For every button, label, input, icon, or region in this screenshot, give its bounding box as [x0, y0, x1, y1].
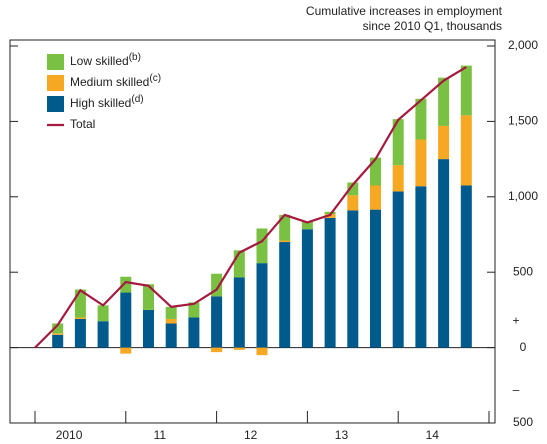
- x-tick-label: 12: [244, 428, 258, 442]
- legend-swatch: [47, 96, 64, 112]
- bar: [233, 250, 245, 278]
- bar: [120, 276, 132, 293]
- bar: [370, 209, 381, 348]
- bar: [347, 195, 359, 211]
- legend-name: Medium skilled: [70, 75, 149, 89]
- legend-note: (c): [149, 73, 161, 84]
- bar: [165, 323, 177, 348]
- bar: [143, 309, 154, 348]
- x-tick-label: 14: [426, 428, 440, 442]
- bar: [211, 347, 223, 353]
- bar: [279, 214, 291, 241]
- bar: [165, 318, 177, 324]
- legend-name: High skilled: [70, 96, 131, 110]
- bar: [97, 305, 109, 322]
- bar: [415, 186, 427, 348]
- legend-swatch: [47, 75, 64, 91]
- bar: [392, 165, 404, 192]
- x-tick-label: 13: [335, 428, 349, 442]
- legend-note: (d): [131, 94, 143, 105]
- x-tick-label: 11: [154, 428, 167, 442]
- bar: [370, 185, 381, 210]
- bar: [233, 347, 245, 350]
- bar: [74, 318, 86, 348]
- sign-label: –: [513, 382, 520, 396]
- bar: [347, 210, 359, 348]
- bar: [324, 217, 336, 348]
- bar: [392, 119, 404, 166]
- bar: [256, 263, 268, 348]
- bar: [438, 77, 450, 126]
- legend-name: Low skilled: [70, 54, 129, 68]
- bar: [438, 125, 450, 160]
- x-tick-label: 2010: [56, 428, 83, 442]
- bar: [279, 242, 291, 348]
- bar: [233, 277, 245, 348]
- legend-note: (b): [129, 52, 141, 63]
- bar: [97, 321, 109, 348]
- bar: [415, 139, 427, 187]
- bar: [301, 229, 313, 348]
- y-tick-label: 1,500: [508, 114, 538, 128]
- legend-name: Total: [70, 117, 95, 131]
- legend-label: Total: [70, 117, 95, 131]
- bar: [460, 185, 472, 348]
- bar: [143, 284, 154, 310]
- bar: [460, 115, 472, 186]
- bar: [301, 221, 313, 230]
- bar: [120, 292, 132, 348]
- y-tick-label: 2,000: [508, 38, 538, 52]
- bar: [347, 182, 359, 196]
- axis-label: Cumulative increases in employment: [306, 4, 503, 18]
- bar: [256, 228, 268, 264]
- axis-label: since 2010 Q1, thousands: [363, 19, 502, 33]
- bar: [211, 296, 223, 348]
- legend-label: Medium skilled(c): [70, 73, 161, 90]
- line: [34, 66, 467, 349]
- y-tick-label: 500: [513, 264, 533, 278]
- legend-label: High skilled(d): [70, 94, 144, 111]
- bar: [324, 211, 336, 215]
- bar: [52, 323, 64, 334]
- bar: [392, 191, 404, 348]
- y-tick-label: 0: [520, 340, 527, 354]
- bar: [74, 289, 86, 318]
- plot-frame: [9, 39, 496, 424]
- bar: [120, 347, 132, 354]
- bar: [52, 333, 64, 335]
- bar: [188, 317, 200, 348]
- bar: [415, 98, 427, 140]
- bar: [52, 334, 64, 348]
- bar: [74, 317, 86, 319]
- y-tick-label: 1,000: [508, 189, 538, 203]
- bar: [279, 240, 291, 243]
- bar: [188, 302, 200, 318]
- bar: [438, 159, 450, 348]
- bar: [460, 65, 472, 116]
- sign-label: +: [512, 313, 519, 327]
- bar: [211, 273, 223, 297]
- legend-swatch: [47, 54, 64, 70]
- y-tick-label: 500: [513, 415, 533, 429]
- bar: [256, 347, 268, 356]
- bar: [370, 157, 381, 186]
- legend-label: Low skilled(b): [70, 52, 141, 69]
- bar: [165, 306, 177, 319]
